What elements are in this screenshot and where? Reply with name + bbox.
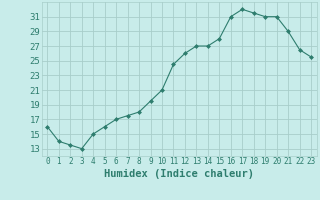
X-axis label: Humidex (Indice chaleur): Humidex (Indice chaleur) bbox=[104, 169, 254, 179]
